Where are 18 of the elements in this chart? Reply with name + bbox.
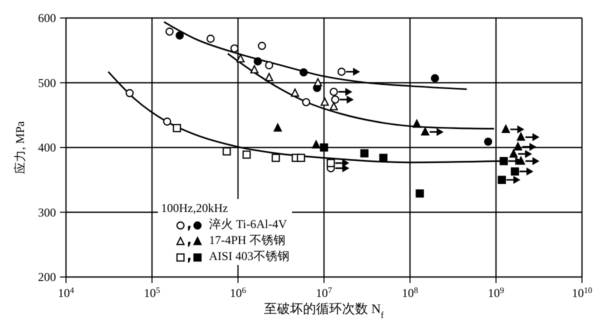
y-tick-label: 200 xyxy=(38,270,56,284)
x-tick-label: 10$^{9}$ xyxy=(488,286,504,300)
x-tick-label: 10$^{4}$ xyxy=(58,286,75,300)
x-axis-title: 至破坏的循环次数 N$_{f}$ xyxy=(264,301,385,320)
legend-label: 17-4PH 不锈钢 xyxy=(209,233,286,247)
x-tick-label: 10$^{7}$ xyxy=(316,286,332,300)
legend-label: 淬火 Ti-6Al-4V xyxy=(209,217,287,231)
legend-label: AISI 403不锈钢 xyxy=(209,249,290,263)
x-tick-label: 10$^{5}$ xyxy=(144,286,160,300)
y-axis-title: 应力, MPa xyxy=(13,120,27,174)
legend-title: 100Hz,20kHz xyxy=(161,200,229,216)
y-tick-label: 300 xyxy=(38,205,56,220)
x-tick-label: 10$^{8}$ xyxy=(402,286,418,300)
x-tick-label: 10$^{10}$ xyxy=(572,286,592,300)
y-tick-label: 500 xyxy=(38,76,56,90)
y-tick-label: 600 xyxy=(38,11,56,25)
y-tick-label: 400 xyxy=(38,140,56,154)
x-tick-label: 10$^{6}$ xyxy=(230,286,246,300)
